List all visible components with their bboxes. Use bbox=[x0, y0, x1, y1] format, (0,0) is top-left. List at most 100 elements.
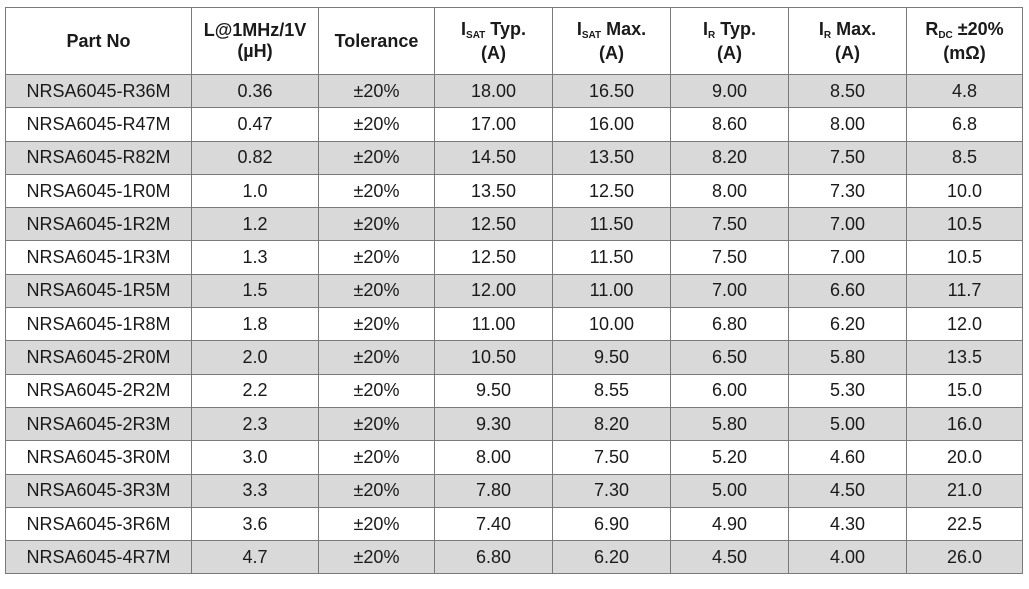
rdc-cell: 21.0 bbox=[906, 473, 1023, 508]
inductance-cell: 3.6 bbox=[191, 506, 319, 542]
table-row: NRSA6045-1R5M 1.5 ±20% 12.00 11.00 7.00 6.60 11… bbox=[5, 273, 1023, 309]
header-rdc-unit: (mΩ) bbox=[943, 42, 986, 63]
tolerance-cell: ±20% bbox=[318, 140, 435, 175]
isat-typ-cell: 13.50 bbox=[434, 173, 553, 209]
isat-typ-cell: 14.50 bbox=[434, 140, 553, 175]
ir-max-cell: 7.30 bbox=[788, 173, 907, 209]
ir-max-cell: 5.30 bbox=[788, 373, 907, 408]
tolerance-cell: ±20% bbox=[318, 240, 435, 275]
isat-max-cell: 12.50 bbox=[552, 173, 671, 209]
header-rdc-subscript: DC bbox=[938, 29, 953, 41]
rdc-cell: 15.0 bbox=[906, 373, 1023, 408]
tolerance-cell: ±20% bbox=[318, 340, 435, 375]
part-no-cell: NRSA6045-1R3M bbox=[5, 240, 192, 275]
header-part-no: Part No bbox=[5, 7, 192, 75]
isat-typ-cell: 6.80 bbox=[434, 540, 553, 575]
isat-max-cell: 10.00 bbox=[552, 307, 671, 342]
header-ir-max-unit: (A) bbox=[835, 42, 860, 63]
header-tolerance: Tolerance bbox=[318, 7, 435, 75]
header-inductance: L@1MHz/1V (µH) bbox=[191, 7, 319, 75]
isat-max-cell: 8.55 bbox=[552, 373, 671, 408]
table-row: NRSA6045-1R8M 1.8 ±20% 11.00 10.00 6.80 6.20 12… bbox=[5, 307, 1023, 342]
ir-max-cell: 7.00 bbox=[788, 207, 907, 242]
inductance-cell: 2.2 bbox=[191, 373, 319, 408]
isat-typ-cell: 11.00 bbox=[434, 307, 553, 342]
rdc-cell: 10.5 bbox=[906, 207, 1023, 242]
ir-typ-cell: 7.50 bbox=[670, 207, 789, 242]
table-header: Part No L@1MHz/1V (µH) Tolerance ISAT Ty… bbox=[5, 7, 1023, 75]
part-no-cell: NRSA6045-R36M bbox=[5, 73, 192, 109]
inductance-cell: 1.2 bbox=[191, 207, 319, 242]
table-row: NRSA6045-1R0M 1.0 ±20% 13.50 12.50 8.00 7.30 10… bbox=[5, 173, 1023, 209]
part-no-cell: NRSA6045-1R5M bbox=[5, 273, 192, 309]
inductance-cell: 2.0 bbox=[191, 340, 319, 375]
ir-typ-cell: 6.50 bbox=[670, 340, 789, 375]
isat-max-cell: 7.50 bbox=[552, 440, 671, 475]
rdc-cell: 12.0 bbox=[906, 307, 1023, 342]
isat-max-cell: 11.50 bbox=[552, 240, 671, 275]
rdc-cell: 4.8 bbox=[906, 73, 1023, 109]
header-ir-typ: IR Typ. (A) bbox=[670, 7, 789, 75]
header-isat-typ-suffix: Typ. bbox=[485, 18, 526, 39]
header-isat-max-suffix: Max. bbox=[601, 18, 647, 39]
ir-max-cell: 6.60 bbox=[788, 273, 907, 309]
header-ir-typ-unit: (A) bbox=[717, 42, 742, 63]
spec-table-container: Part No L@1MHz/1V (µH) Tolerance ISAT Ty… bbox=[5, 7, 1023, 575]
isat-max-cell: 13.50 bbox=[552, 140, 671, 175]
isat-max-cell: 9.50 bbox=[552, 340, 671, 375]
table-row: NRSA6045-3R3M 3.3 ±20% 7.80 7.30 5.00 4.50 21.0 bbox=[5, 473, 1023, 508]
header-isat-typ-label: ISAT Typ. bbox=[435, 19, 552, 43]
part-no-cell: NRSA6045-3R3M bbox=[5, 473, 192, 508]
part-no-cell: NRSA6045-3R6M bbox=[5, 506, 192, 542]
rdc-cell: 11.7 bbox=[906, 273, 1023, 309]
inductance-cell: 1.3 bbox=[191, 240, 319, 275]
rdc-cell: 26.0 bbox=[906, 540, 1023, 575]
header-isat-typ-subscript: SAT bbox=[466, 29, 486, 41]
ir-typ-cell: 8.20 bbox=[670, 140, 789, 175]
tolerance-cell: ±20% bbox=[318, 107, 435, 142]
table-row: NRSA6045-2R0M 2.0 ±20% 10.50 9.50 6.50 5.80 13.… bbox=[5, 340, 1023, 375]
header-ir-typ-subscript: R bbox=[708, 29, 716, 41]
inductance-cell: 1.0 bbox=[191, 173, 319, 209]
header-ir-typ-label: IR Typ. bbox=[671, 19, 788, 43]
inductance-cell: 3.3 bbox=[191, 473, 319, 508]
table-row: NRSA6045-R82M 0.82 ±20% 14.50 13.50 8.20 7.50 8… bbox=[5, 140, 1023, 175]
inductance-cell: 3.0 bbox=[191, 440, 319, 475]
isat-max-cell: 11.50 bbox=[552, 207, 671, 242]
part-no-cell: NRSA6045-1R8M bbox=[5, 307, 192, 342]
header-tolerance-label: Tolerance bbox=[334, 30, 419, 51]
part-no-cell: NRSA6045-4R7M bbox=[5, 540, 192, 575]
ir-max-cell: 7.50 bbox=[788, 140, 907, 175]
header-inductance-label: L@1MHz/1V bbox=[203, 20, 307, 40]
rdc-cell: 22.5 bbox=[906, 506, 1023, 542]
ir-max-cell: 4.00 bbox=[788, 540, 907, 575]
ir-typ-cell: 5.80 bbox=[670, 406, 789, 442]
isat-max-cell: 16.50 bbox=[552, 73, 671, 109]
part-no-cell: NRSA6045-1R2M bbox=[5, 207, 192, 242]
header-ir-max-suffix: Max. bbox=[831, 18, 877, 39]
ir-max-cell: 5.80 bbox=[788, 340, 907, 375]
header-isat-max-symbol: I bbox=[576, 18, 582, 39]
table-row: NRSA6045-2R3M 2.3 ±20% 9.30 8.20 5.80 5.00 16.0 bbox=[5, 406, 1023, 442]
inductance-cell: 0.36 bbox=[191, 73, 319, 109]
header-rdc-symbol: R bbox=[925, 18, 939, 39]
header-part-no-label: Part No bbox=[66, 30, 131, 51]
header-ir-max: IR Max. (A) bbox=[788, 7, 907, 75]
ir-typ-cell: 5.20 bbox=[670, 440, 789, 475]
part-no-cell: NRSA6045-R47M bbox=[5, 107, 192, 142]
tolerance-cell: ±20% bbox=[318, 406, 435, 442]
table-row: NRSA6045-1R2M 1.2 ±20% 12.50 11.50 7.50 7.00 10… bbox=[5, 207, 1023, 242]
inductance-cell: 2.3 bbox=[191, 406, 319, 442]
isat-max-cell: 16.00 bbox=[552, 107, 671, 142]
tolerance-cell: ±20% bbox=[318, 73, 435, 109]
header-ir-max-subscript: R bbox=[823, 29, 832, 41]
tolerance-cell: ±20% bbox=[318, 540, 435, 575]
table-row: NRSA6045-2R2M 2.2 ±20% 9.50 8.55 6.00 5.30 15.0 bbox=[5, 373, 1023, 408]
ir-typ-cell: 9.00 bbox=[670, 73, 789, 109]
ir-max-cell: 6.20 bbox=[788, 307, 907, 342]
header-isat-max-label: ISAT Max. bbox=[553, 19, 670, 43]
inductance-cell: 1.8 bbox=[191, 307, 319, 342]
isat-max-cell: 7.30 bbox=[552, 473, 671, 508]
isat-typ-cell: 12.50 bbox=[434, 240, 553, 275]
isat-typ-cell: 17.00 bbox=[434, 107, 553, 142]
